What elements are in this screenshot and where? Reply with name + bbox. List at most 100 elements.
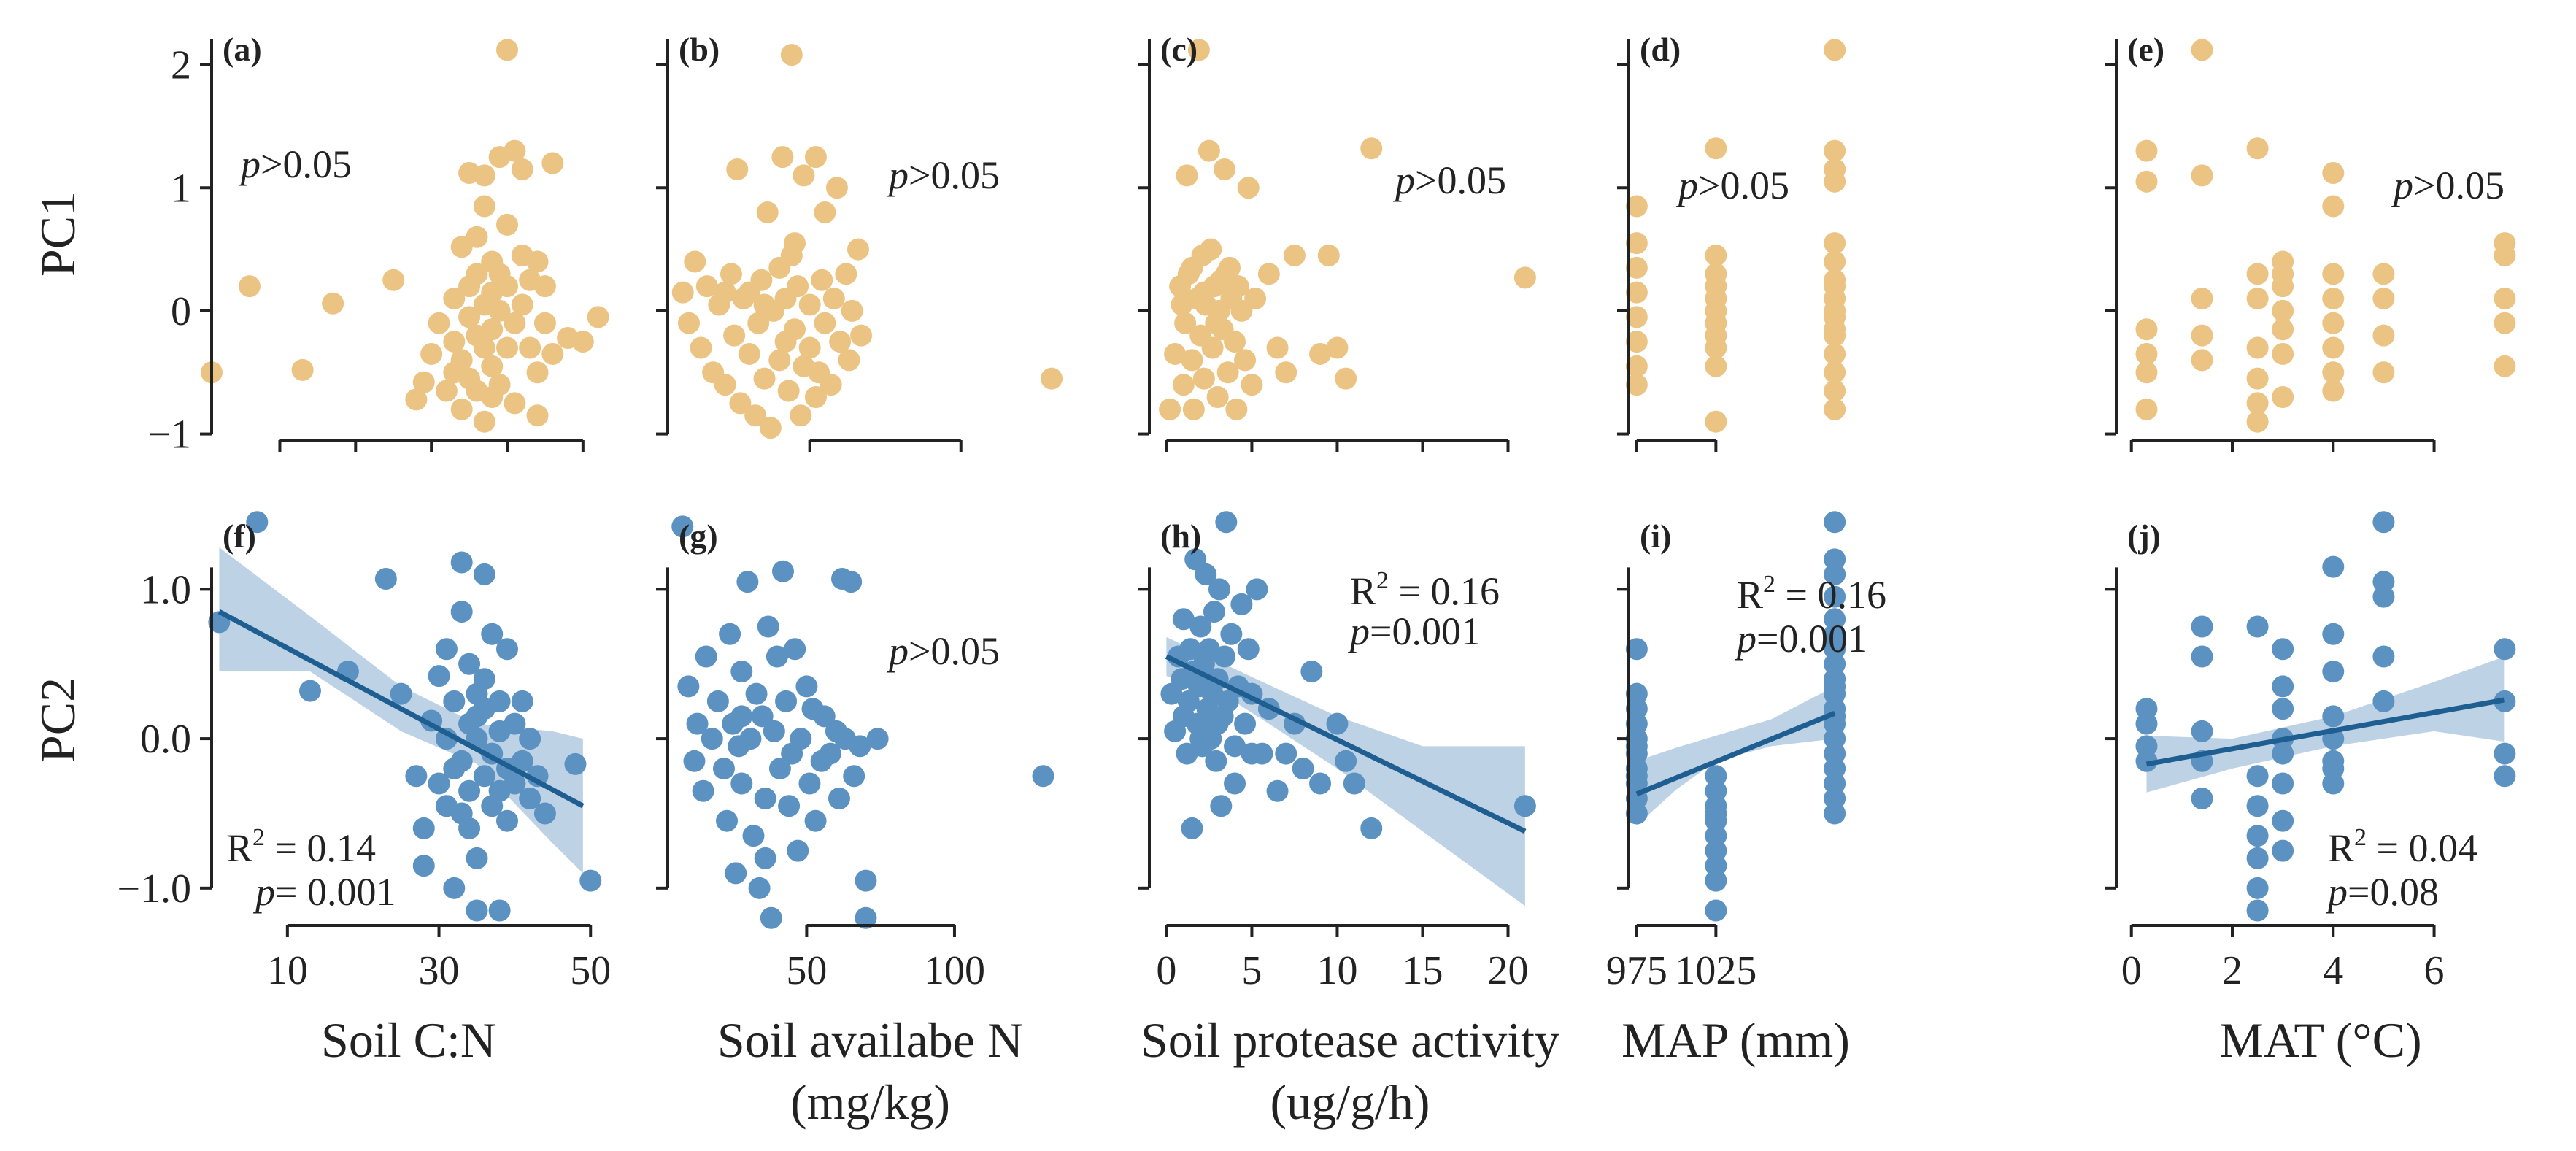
point-b-1 xyxy=(677,312,700,334)
point-g-0 xyxy=(671,515,694,538)
y-tick-label-f-1: 0.0 xyxy=(140,717,191,762)
point-h-24 xyxy=(1208,578,1230,601)
point-a-19 xyxy=(466,263,488,285)
point-c-17 xyxy=(1201,336,1224,359)
point-c-39 xyxy=(1317,245,1340,267)
x-axis-label-g: Soil availabe N xyxy=(717,1012,1023,1068)
point-h-13 xyxy=(1189,615,1212,638)
point-a-25 xyxy=(473,195,495,218)
point-a-56 xyxy=(466,226,488,248)
point-g-38 xyxy=(804,809,827,832)
point-g-30 xyxy=(778,795,801,817)
point-f-11 xyxy=(428,665,450,688)
point-i-41 xyxy=(1824,675,1846,698)
point-j-10 xyxy=(2246,765,2269,788)
point-g-8 xyxy=(712,758,735,780)
point-j-34 xyxy=(2494,638,2516,661)
point-a-27 xyxy=(481,355,504,377)
point-i-21 xyxy=(1705,802,1727,825)
point-a-54 xyxy=(571,331,594,353)
point-d-4 xyxy=(1625,306,1648,328)
point-e-26 xyxy=(2322,288,2345,310)
point-e-19 xyxy=(2272,299,2294,322)
panel-g: 50 100 (g) Soil availabe N (mg/kg) p>0.05 xyxy=(656,515,1054,1130)
point-g-17 xyxy=(739,728,762,750)
point-h-30 xyxy=(1220,623,1243,645)
point-e-21 xyxy=(2272,342,2294,365)
point-f-51 xyxy=(564,752,587,775)
point-h-45 xyxy=(1309,772,1332,795)
point-g-2 xyxy=(683,750,706,772)
r-squared-h: R2 = 0.16 xyxy=(1350,567,1500,613)
point-f-4 xyxy=(374,568,397,590)
point-e-14 xyxy=(2246,336,2269,359)
panel-h: 0 5 10 15 20 (h) Soil protease activity (ug/g/h… xyxy=(1138,511,1559,1130)
point-g-34 xyxy=(790,728,812,750)
x-axis-label-i: MAP (mm) xyxy=(1621,1012,1850,1068)
p-value-b: p>0.05 xyxy=(886,153,1000,197)
point-a-44 xyxy=(519,336,541,359)
point-a-37 xyxy=(496,213,518,236)
point-h-48 xyxy=(1343,772,1365,795)
point-g-9 xyxy=(716,809,739,832)
point-f-15 xyxy=(443,690,466,712)
x-tick-label-h-3: 15 xyxy=(1402,948,1443,993)
r-squared-j: R2 = 0.04 xyxy=(2328,824,2477,870)
point-e-2 xyxy=(2135,318,2158,341)
fit-line-f xyxy=(217,609,585,809)
point-d-22 xyxy=(1824,170,1846,193)
point-c-48 xyxy=(1171,293,1193,316)
point-j-11 xyxy=(2246,795,2269,817)
point-j-3 xyxy=(2135,750,2158,772)
point-h-37 xyxy=(1246,578,1268,601)
point-d-33 xyxy=(1824,299,1846,322)
x-axis-label-h-line2: (ug/g/h) xyxy=(1270,1074,1430,1130)
point-b-22 xyxy=(768,349,791,372)
point-g-24 xyxy=(760,906,782,929)
point-b-37 xyxy=(804,146,827,169)
point-d-5 xyxy=(1625,331,1648,353)
confidence-band-i xyxy=(1636,686,1835,825)
axes-i xyxy=(1617,567,1718,937)
fit-line-h xyxy=(1165,654,1527,834)
point-f-32 xyxy=(473,668,495,690)
point-g-33 xyxy=(787,839,809,862)
point-d-9 xyxy=(1705,245,1727,267)
point-e-29 xyxy=(2322,361,2345,384)
x-tick-label-f-2: 50 xyxy=(570,948,611,993)
point-e-10 xyxy=(2191,349,2213,372)
point-b-43 xyxy=(822,288,845,310)
point-h-52 xyxy=(1189,728,1212,750)
x-tick-label-h-1: 5 xyxy=(1241,948,1262,993)
point-h-34 xyxy=(1234,712,1257,735)
point-b-2 xyxy=(684,250,706,273)
point-f-16 xyxy=(443,877,466,899)
p-value-g: p>0.05 xyxy=(886,629,1000,673)
panel-i: 975 1025 (i) MAP (mm) R2 = 0.16p=0.001 xyxy=(1606,511,1886,1068)
point-a-22 xyxy=(473,410,495,433)
point-c-41 xyxy=(1335,367,1357,390)
point-h-28 xyxy=(1215,511,1238,534)
point-c-33 xyxy=(1244,288,1267,310)
point-c-49 xyxy=(1225,398,1248,420)
point-e-37 xyxy=(2494,288,2516,310)
point-e-41 xyxy=(2246,392,2269,415)
point-e-3 xyxy=(2135,342,2158,365)
point-f-23 xyxy=(458,653,481,675)
point-j-20 xyxy=(2272,772,2294,795)
point-e-22 xyxy=(2272,385,2294,408)
y-tick-label-a-0: −1 xyxy=(147,412,191,458)
point-g-3 xyxy=(686,712,709,735)
point-h-27 xyxy=(1213,645,1235,668)
axes-c xyxy=(1138,39,1510,452)
point-g-4 xyxy=(692,779,714,802)
point-b-11 xyxy=(729,392,752,415)
point-d-29 xyxy=(1824,342,1846,365)
point-b-28 xyxy=(780,44,803,66)
point-g-51 xyxy=(866,728,889,750)
point-b-54 xyxy=(714,281,736,304)
point-c-38 xyxy=(1309,342,1332,365)
point-e-24 xyxy=(2322,195,2345,218)
point-b-8 xyxy=(720,263,742,285)
y-tick-label-a-2: 1 xyxy=(171,166,191,211)
